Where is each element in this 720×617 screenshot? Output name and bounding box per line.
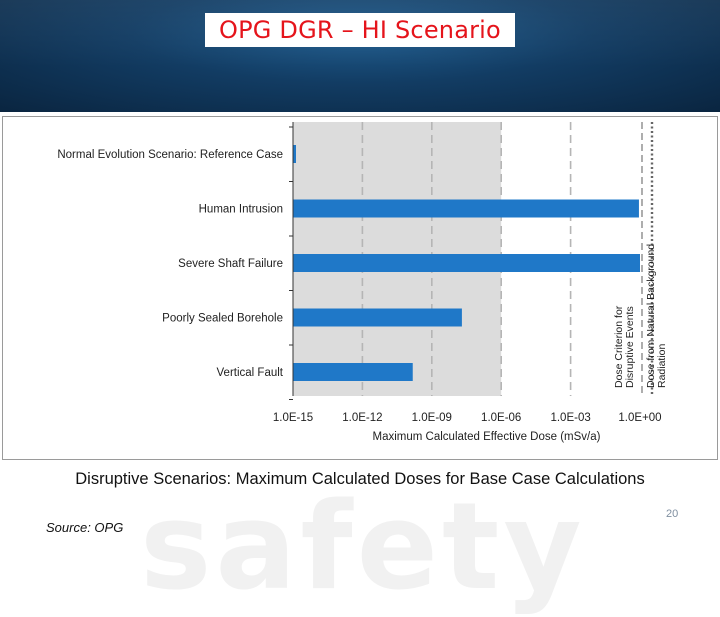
x-tick-label: 1.0E-03: [550, 412, 590, 424]
dose-chart: Normal Evolution Scenario: Reference Cas…: [57, 122, 668, 443]
watermark-text: safety: [140, 478, 586, 617]
reference-line-label: Dose Criterion for Disruptive Events: [613, 305, 636, 388]
x-tick-label: 1.0E-09: [412, 412, 452, 424]
page-number: 20: [666, 508, 679, 520]
reference-label-line: Dose from Natural Background: [645, 244, 657, 388]
bar: [293, 308, 462, 327]
bar: [293, 254, 640, 272]
reference-label-line: Dose Criterion for: [613, 305, 625, 388]
x-tick-label: 1.0E-12: [342, 412, 382, 424]
category-label: Severe Shaft Failure: [178, 258, 283, 270]
x-tick-label: 1.0E-15: [273, 412, 313, 424]
x-tick-label: 1.0E-06: [481, 412, 521, 424]
reference-label-line: Radiation: [656, 343, 668, 388]
bar: [293, 199, 639, 218]
bar: [293, 363, 413, 381]
figure-caption: Disruptive Scenarios: Maximum Calculated…: [75, 470, 645, 488]
x-axis-label: Maximum Calculated Effective Dose (mSv/a…: [373, 431, 601, 443]
bar: [293, 145, 296, 163]
reference-line-label: Dose from Natural Background Radiation: [645, 244, 668, 388]
slide-title: OPG DGR – HI Scenario: [219, 16, 501, 44]
category-label: Vertical Fault: [217, 367, 284, 379]
category-label: Poorly Sealed Borehole: [162, 313, 283, 325]
reference-label-line: Disruptive Events: [624, 306, 636, 388]
title-background: [205, 13, 515, 47]
slide-header: OPG DGR – HI Scenario: [0, 0, 720, 112]
category-label: Human Intrusion: [199, 204, 283, 216]
x-tick-label: 1.0E+00: [618, 412, 661, 424]
category-label: Normal Evolution Scenario: Reference Cas…: [57, 149, 283, 161]
source-note: Source: OPG: [46, 520, 124, 535]
